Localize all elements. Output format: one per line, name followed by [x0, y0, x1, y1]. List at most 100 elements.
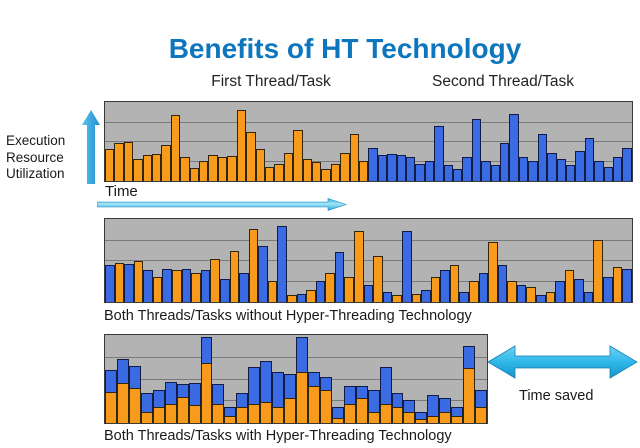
blue-bar — [622, 268, 632, 302]
blue-bar — [296, 293, 307, 302]
blue-segment — [200, 336, 213, 364]
orange-segment — [284, 398, 296, 423]
blue-bar — [584, 137, 595, 181]
orange-segment — [307, 386, 320, 423]
orange-segment — [248, 403, 261, 423]
bars-container — [105, 335, 487, 423]
blue-bar — [434, 125, 444, 181]
y-axis-label: Execution Resource Utilization — [6, 133, 66, 181]
orange-segment — [188, 405, 201, 423]
orange-bar — [264, 166, 275, 181]
stacked-bar — [451, 335, 464, 423]
stacked-bar — [427, 335, 440, 423]
orange-bar — [392, 295, 402, 302]
stacked-bar — [128, 335, 141, 423]
orange-bar — [267, 281, 278, 302]
orange-segment — [331, 417, 344, 423]
orange-bar — [227, 155, 237, 181]
orange-segment — [415, 419, 428, 423]
orange-bar — [349, 133, 359, 181]
blue-bar — [315, 281, 326, 302]
blue-segment — [224, 407, 237, 416]
orange-bar — [152, 277, 163, 302]
blue-bar — [603, 166, 613, 181]
blue-segment — [403, 400, 416, 413]
blue-bar — [490, 165, 501, 181]
orange-segment — [355, 398, 368, 423]
stacked-bar — [355, 335, 368, 423]
stacked-bar — [439, 335, 452, 423]
caption-without-ht: Both Threads/Tasks without Hyper-Threadi… — [104, 308, 472, 324]
orange-segment — [128, 387, 141, 423]
orange-bar — [507, 281, 517, 302]
stacked-bar — [307, 335, 320, 423]
orange-segment — [212, 403, 225, 423]
orange-bar — [612, 267, 623, 302]
orange-segment — [152, 407, 165, 423]
orange-segment — [105, 392, 117, 423]
blue-bar — [612, 157, 623, 181]
blue-segment — [272, 371, 285, 408]
blue-segment — [128, 365, 141, 388]
blue-segment — [296, 336, 308, 372]
orange-bar — [302, 158, 312, 181]
blue-bar — [143, 270, 153, 302]
orange-segment — [260, 401, 273, 423]
time-label: Time — [105, 183, 138, 200]
blue-bar — [453, 169, 463, 181]
orange-segment — [463, 368, 476, 423]
stacked-bar — [463, 335, 476, 423]
stacked-bar — [105, 335, 117, 423]
orange-segment — [343, 403, 356, 423]
orange-bar — [358, 161, 369, 181]
blue-bar — [497, 264, 508, 302]
orange-segment — [272, 407, 285, 423]
orange-bar — [152, 154, 162, 181]
stacked-bar — [415, 335, 428, 423]
orange-bar — [545, 292, 556, 302]
orange-bar — [306, 289, 316, 302]
blue-segment — [307, 371, 320, 387]
blue-segment — [355, 386, 368, 399]
orange-segment — [224, 415, 237, 423]
orange-segment — [296, 371, 308, 423]
blue-bar — [528, 161, 538, 181]
blue-bar — [509, 113, 519, 181]
orange-bar — [189, 167, 200, 181]
blue-bar — [258, 245, 268, 302]
top-utilization-panel — [104, 101, 633, 182]
stacked-bar — [260, 335, 273, 423]
blue-bar — [443, 165, 454, 181]
orange-segment — [367, 412, 380, 423]
blue-bar — [574, 278, 584, 302]
orange-bar — [123, 141, 134, 181]
orange-segment — [116, 383, 129, 423]
blue-segment — [248, 366, 261, 404]
blue-bar — [547, 153, 557, 181]
first-thread-label: First Thread/Task — [211, 73, 331, 90]
orange-bar — [330, 163, 341, 181]
stacked-bar — [296, 335, 308, 423]
orange-bar — [208, 154, 218, 181]
blue-bar — [124, 263, 134, 302]
stacked-bar — [188, 335, 201, 423]
orange-bar — [411, 293, 422, 302]
blue-bar — [536, 295, 546, 302]
bottom-utilization-panel — [104, 334, 488, 424]
stacked-bar — [224, 335, 237, 423]
orange-bar — [236, 109, 247, 181]
blue-bar — [200, 270, 211, 302]
blue-segment — [236, 393, 249, 408]
blue-segment — [176, 384, 189, 397]
blue-segment — [391, 393, 404, 408]
orange-segment — [236, 407, 249, 423]
blue-bar — [471, 119, 482, 181]
blue-segment — [367, 389, 380, 413]
blue-bar — [537, 133, 548, 181]
blue-bar — [440, 270, 450, 302]
blue-bar — [594, 161, 604, 181]
stacked-bar — [236, 335, 249, 423]
orange-bar — [255, 149, 265, 181]
orange-bar — [248, 228, 259, 302]
